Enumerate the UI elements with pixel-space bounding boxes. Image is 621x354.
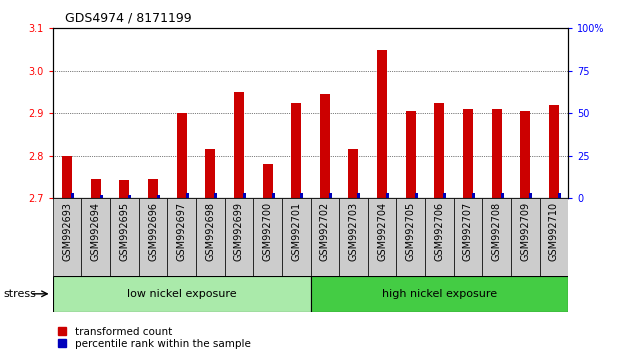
Bar: [454, 198, 483, 276]
Bar: [129, 195, 132, 198]
Text: GSM992708: GSM992708: [492, 202, 502, 261]
Bar: [558, 193, 561, 198]
Text: GSM992702: GSM992702: [320, 202, 330, 261]
Bar: [483, 198, 511, 276]
Bar: [501, 193, 504, 198]
Bar: [386, 193, 389, 198]
Text: high nickel exposure: high nickel exposure: [382, 289, 497, 299]
Bar: [138, 198, 167, 276]
Bar: [81, 198, 110, 276]
Bar: [282, 198, 310, 276]
Bar: [100, 195, 102, 198]
Bar: [434, 103, 445, 198]
Bar: [196, 198, 225, 276]
Text: GSM992698: GSM992698: [206, 202, 215, 261]
Text: GSM992703: GSM992703: [348, 202, 358, 261]
Legend: transformed count, percentile rank within the sample: transformed count, percentile rank withi…: [58, 327, 250, 349]
Text: GSM992700: GSM992700: [263, 202, 273, 261]
Bar: [119, 180, 129, 198]
Bar: [425, 198, 454, 276]
Bar: [300, 193, 303, 198]
Bar: [339, 198, 368, 276]
Text: GSM992699: GSM992699: [234, 202, 244, 261]
Bar: [415, 193, 418, 198]
Text: GSM992710: GSM992710: [549, 202, 559, 261]
Bar: [71, 193, 74, 198]
Bar: [167, 198, 196, 276]
Text: GSM992697: GSM992697: [176, 202, 187, 261]
Bar: [511, 198, 540, 276]
Text: GSM992704: GSM992704: [377, 202, 387, 261]
Bar: [53, 198, 81, 276]
Text: GSM992695: GSM992695: [119, 202, 129, 261]
Bar: [186, 193, 189, 198]
Bar: [243, 193, 246, 198]
Bar: [396, 198, 425, 276]
Bar: [110, 198, 138, 276]
Text: stress: stress: [3, 289, 36, 299]
Bar: [529, 193, 532, 198]
Bar: [271, 193, 274, 198]
Bar: [472, 193, 475, 198]
Text: GSM992693: GSM992693: [62, 202, 72, 261]
Text: GSM992706: GSM992706: [434, 202, 445, 261]
Bar: [214, 193, 217, 198]
Bar: [348, 149, 358, 198]
Bar: [320, 94, 330, 198]
Bar: [492, 109, 502, 198]
Bar: [358, 193, 360, 198]
Text: low nickel exposure: low nickel exposure: [127, 289, 237, 299]
Bar: [377, 50, 387, 198]
Text: GSM992694: GSM992694: [91, 202, 101, 261]
Text: GSM992707: GSM992707: [463, 202, 473, 261]
Bar: [310, 276, 568, 312]
Bar: [91, 179, 101, 198]
Bar: [234, 92, 244, 198]
Bar: [520, 111, 530, 198]
Bar: [406, 111, 415, 198]
Bar: [225, 198, 253, 276]
Bar: [291, 103, 301, 198]
Bar: [540, 198, 568, 276]
Bar: [62, 156, 72, 198]
Bar: [206, 149, 215, 198]
Text: GDS4974 / 8171199: GDS4974 / 8171199: [65, 12, 192, 25]
Bar: [329, 193, 332, 198]
Text: GSM992705: GSM992705: [406, 202, 415, 261]
Bar: [310, 198, 339, 276]
Bar: [53, 276, 310, 312]
Bar: [443, 193, 446, 198]
Bar: [463, 109, 473, 198]
Bar: [157, 195, 160, 198]
Bar: [368, 198, 396, 276]
Text: GSM992696: GSM992696: [148, 202, 158, 261]
Bar: [263, 164, 273, 198]
Bar: [176, 113, 187, 198]
Text: GSM992709: GSM992709: [520, 202, 530, 261]
Text: GSM992701: GSM992701: [291, 202, 301, 261]
Bar: [549, 105, 559, 198]
Bar: [253, 198, 282, 276]
Bar: [148, 179, 158, 198]
